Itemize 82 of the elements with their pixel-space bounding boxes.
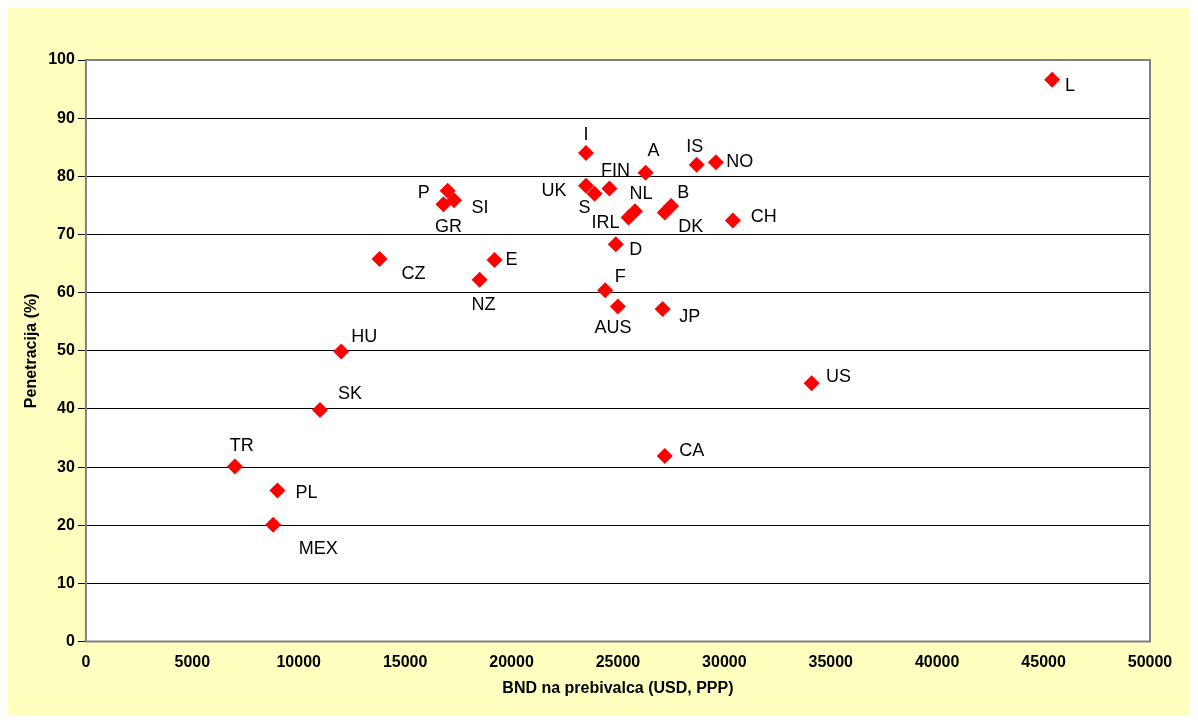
annotation: SI <box>471 197 489 218</box>
annotation: CH <box>750 206 777 227</box>
point <box>226 458 243 475</box>
annotation: GR <box>434 216 462 237</box>
annotation: TR <box>229 434 254 455</box>
y-tick-label: 80 <box>57 166 75 184</box>
point <box>265 516 282 533</box>
annotation: AUS <box>594 316 632 337</box>
annotation: UK <box>541 179 567 200</box>
point <box>626 203 643 220</box>
point <box>637 164 654 181</box>
point <box>654 300 671 317</box>
annotation: FIN <box>600 159 630 180</box>
y-tick-label: 0 <box>65 632 75 650</box>
point <box>803 375 820 392</box>
annotation: CZ <box>401 262 426 283</box>
point <box>656 448 673 465</box>
y-axis-title: Penetracija (%) <box>22 293 40 409</box>
annotation: B <box>677 181 690 202</box>
point <box>269 482 286 499</box>
y-tick-label: 90 <box>57 108 75 126</box>
point <box>707 154 724 171</box>
point <box>586 185 603 202</box>
x-tick-label: 35000 <box>808 652 854 670</box>
annotation: D <box>629 239 643 260</box>
point <box>724 212 741 229</box>
annotation: E <box>505 249 518 270</box>
x-tick-label: 10000 <box>276 652 322 670</box>
annotation: NL <box>629 183 653 204</box>
annotation: CA <box>679 440 705 461</box>
point <box>333 343 350 360</box>
annotation: IS <box>686 135 704 156</box>
y-tick-label: 100 <box>48 50 75 68</box>
point <box>486 252 503 269</box>
y-tick-label: 40 <box>57 399 75 417</box>
x-tick-label: 40000 <box>914 652 960 670</box>
annotation: US <box>826 366 852 387</box>
y-tick-label: 10 <box>57 573 75 591</box>
x-tick-label: 50000 <box>1127 652 1173 670</box>
x-axis-title: BND na prebivalca (USD, PPP) <box>502 678 734 696</box>
point <box>597 282 614 299</box>
annotation: F <box>614 266 626 287</box>
point <box>656 204 673 221</box>
annotation: I <box>583 124 589 145</box>
annotation: JP <box>679 305 701 326</box>
point <box>688 156 705 173</box>
y-tick-label: 60 <box>57 283 75 301</box>
y-tick-label: 30 <box>57 457 75 475</box>
y-tick-label: 50 <box>57 341 75 359</box>
annotation: L <box>1065 74 1076 95</box>
point <box>371 250 388 267</box>
point <box>435 196 452 213</box>
x-tick-label: 15000 <box>382 652 428 670</box>
annotation: P <box>417 181 430 202</box>
x-tick-label: 30000 <box>702 652 747 670</box>
annotation: NO <box>726 151 754 172</box>
annotation: SK <box>337 383 363 404</box>
annotation: HU <box>351 326 378 347</box>
annotation: NZ <box>471 293 496 314</box>
point <box>446 192 463 209</box>
y-tick-label: 70 <box>57 224 75 242</box>
point <box>471 271 488 288</box>
annotation: PL <box>295 482 318 503</box>
annotation: A <box>647 139 660 160</box>
x-tick-label: 45000 <box>1021 652 1066 670</box>
annotation: MEX <box>298 537 338 558</box>
annotation: IRL <box>591 211 620 232</box>
x-tick-label: 25000 <box>595 652 641 670</box>
point <box>578 145 595 162</box>
point <box>609 298 626 315</box>
point <box>607 236 624 253</box>
x-tick-label: 0 <box>81 652 91 670</box>
point <box>312 402 328 419</box>
y-tick-label: 20 <box>57 515 75 533</box>
point <box>1044 71 1061 88</box>
point <box>601 180 618 197</box>
annotation: DK <box>678 216 704 237</box>
x-tick-label: 20000 <box>489 652 534 670</box>
point <box>578 177 595 194</box>
annotation: S <box>578 196 591 217</box>
x-tick-label: 5000 <box>174 652 211 670</box>
point <box>439 182 456 199</box>
